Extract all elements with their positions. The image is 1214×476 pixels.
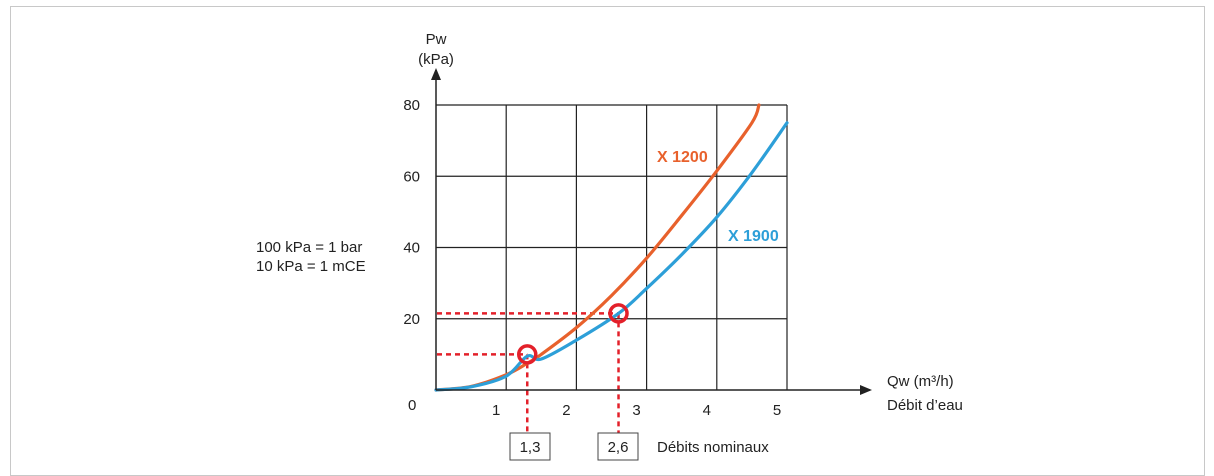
x-axis-label-2: Débit d’eau [887, 397, 963, 414]
y-axis-label-2: (kPa) [418, 51, 454, 68]
x-axis-label-1: Qw (m³/h) [887, 373, 954, 390]
x-tick-label: 1 [492, 402, 500, 419]
series-label: X 1900 [728, 228, 779, 245]
x-tick-label: 2 [562, 402, 570, 419]
nominal-flows-label: Débits nominaux [657, 439, 769, 456]
unit-note-line2: 10 kPa = 1 mCE [256, 258, 366, 275]
axis-labels: Pw (kPa) Qw (m³/h) Débit d’eau 0 1 2 3 4 5 20… [403, 31, 963, 419]
origin-label: 0 [408, 397, 416, 414]
series [434, 103, 789, 392]
axes [431, 68, 872, 395]
x-tick-label: 4 [703, 402, 711, 419]
y-tick-label: 20 [403, 311, 420, 328]
highlight-points: 1,3 2,6 Débits nominaux [509, 303, 769, 461]
y-tick-label: 40 [403, 240, 420, 257]
y-tick-label: 60 [403, 168, 420, 185]
nominal-point-marker [517, 344, 538, 365]
y-tick-label: 80 [403, 97, 420, 114]
y-axis-label-1: Pw [426, 31, 447, 48]
series-line-x1900 [434, 121, 789, 392]
nominal-value-box [509, 432, 551, 461]
series-label: X 1200 [657, 149, 708, 166]
nominal-value-box [597, 432, 639, 461]
nominal-value-label: 1,3 [520, 439, 541, 456]
unit-note: 100 kPa = 1 bar 10 kPa = 1 mCE [256, 238, 366, 276]
guide-lines [437, 312, 620, 433]
nominal-point-marker [608, 303, 629, 324]
unit-note-line1: 100 kPa = 1 bar [256, 239, 363, 256]
x-tick-label: 3 [632, 402, 640, 419]
nominal-value-label: 2,6 [608, 439, 629, 456]
x-tick-label: 5 [773, 402, 781, 419]
